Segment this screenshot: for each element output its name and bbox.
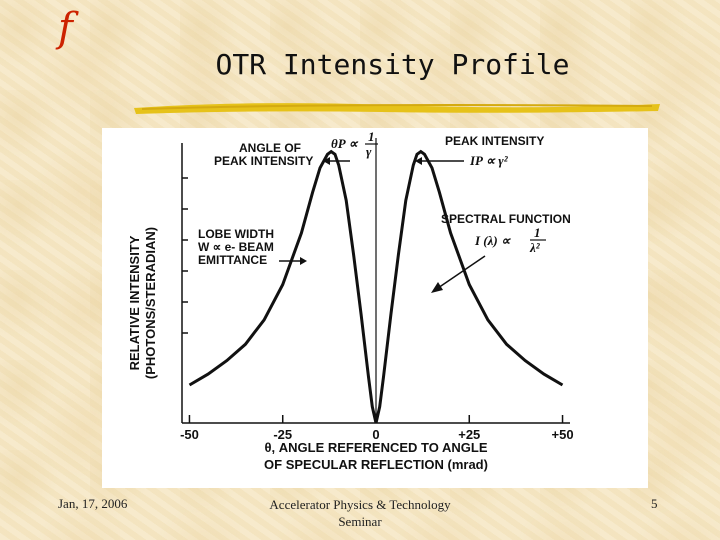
annotation-theta-formula: θP ∝ — [331, 136, 358, 151]
x-tick-label: 0 — [372, 427, 379, 442]
annotation-peak-intensity: PEAK INTENSITY — [445, 134, 544, 148]
footer-seminar-line2: Seminar — [338, 514, 382, 529]
chart-axes — [181, 138, 570, 424]
annotation-spectral-den: λ² — [529, 240, 541, 255]
chart-figure: -50 -25 0 +25 +50 RELATIVE INTENSITY (PHOTON… — [102, 128, 648, 488]
footer-seminar-line1: Accelerator Physics & Technology — [269, 497, 451, 512]
title-underline — [134, 103, 660, 114]
x-ticks: -50 -25 0 +25 +50 — [180, 415, 574, 442]
annotation-frac-den: γ — [366, 144, 372, 159]
x-tick-label: +25 — [458, 427, 480, 442]
intensity-curve — [188, 149, 564, 424]
footer-center: Accelerator Physics & Technology Seminar — [250, 496, 470, 530]
annotation-angle-of: ANGLE OF — [239, 141, 301, 155]
x-axis-label-line2: OF SPECULAR REFLECTION (mrad) — [264, 457, 488, 472]
annotation-peak-formula: IP ∝ γ² — [469, 153, 509, 168]
y-axis-label-line1: RELATIVE INTENSITY — [127, 235, 142, 370]
logo-f: f — [58, 5, 73, 51]
page-number: 5 — [651, 496, 658, 511]
x-tick-label: -25 — [273, 427, 292, 442]
slide-title: OTR Intensity Profile — [215, 48, 570, 81]
otr-chart: -50 -25 0 +25 +50 RELATIVE INTENSITY (PHOTON… — [127, 129, 574, 472]
footer-date: Jan, 17, 2006 — [58, 496, 128, 511]
y-ticks — [182, 177, 188, 334]
annotation-lobe-emittance: EMITTANCE — [198, 253, 267, 267]
annotation-lobe-width: LOBE WIDTH — [198, 227, 274, 241]
annotation-spectral-num: 1 — [534, 225, 541, 240]
annotation-peak-intensity-angle: PEAK INTENSITY — [214, 154, 313, 168]
x-tick-label: -50 — [180, 427, 199, 442]
annotation-spectral-formula: I (λ) ∝ — [474, 233, 511, 248]
annotation-frac-num: 1 — [368, 129, 375, 144]
x-axis-label-line1: θ, ANGLE REFERENCED TO ANGLE — [265, 440, 488, 455]
x-tick-label: +50 — [552, 427, 574, 442]
y-axis-label-line2: (PHOTONS/STERADIAN) — [143, 227, 158, 379]
annotation-lobe-beam: W ∝ e- BEAM — [198, 240, 274, 254]
annotation-spectral-function: SPECTRAL FUNCTION — [441, 212, 571, 226]
